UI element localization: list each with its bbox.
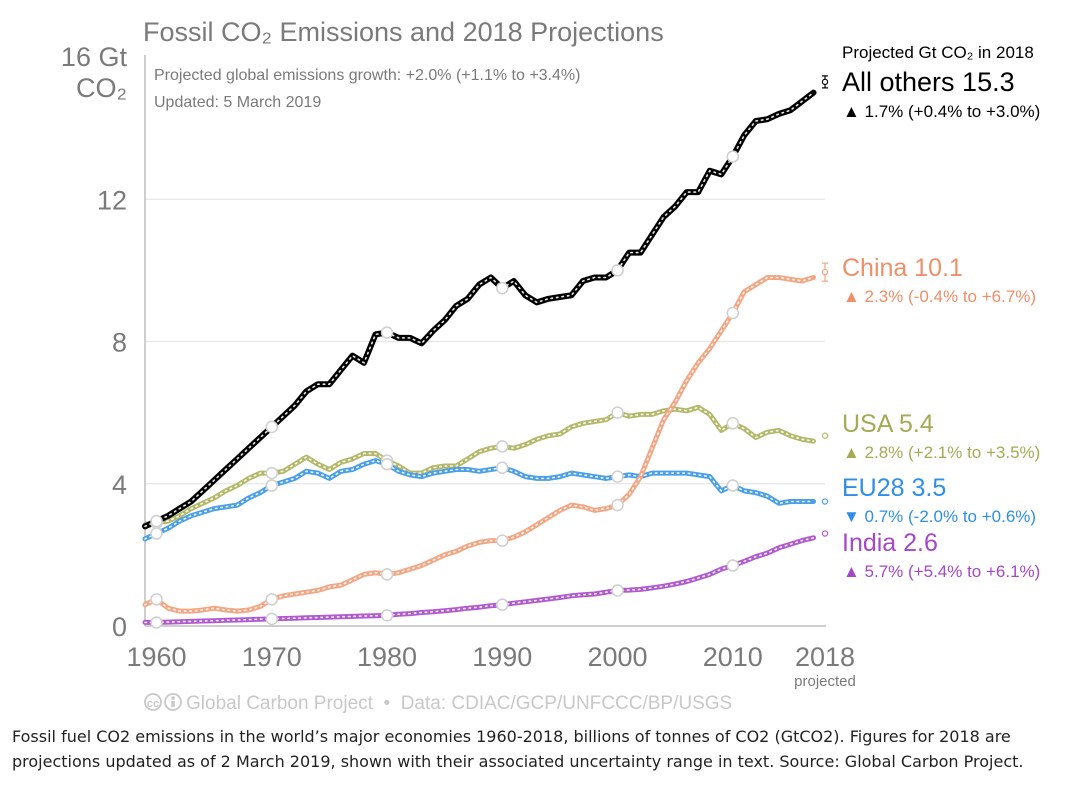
decade-marker	[496, 598, 509, 611]
series-line-dots	[144, 459, 815, 540]
series-line-dots	[144, 276, 815, 612]
series-line	[142, 404, 816, 528]
series-label: China 10.1	[842, 254, 963, 282]
decade-marker	[496, 440, 509, 453]
y-unit-value: 16	[61, 42, 91, 72]
emissions-chart: Fossil CO₂ Emissions and 2018 Projection…	[61, 17, 1040, 714]
decade-marker	[380, 568, 394, 581]
decade-marker	[726, 150, 740, 163]
series-change: ▲ 2.3% (-0.4% to +6.7%)	[843, 287, 1036, 306]
footer-text: Global Carbon Project • Data: CDIAC/GCP/…	[186, 693, 732, 714]
decade-marker	[150, 616, 163, 629]
footer: cc Global Carbon Project • Data: CDIAC/G…	[144, 693, 732, 714]
series-label: USA 5.4	[842, 410, 934, 438]
figure-caption: Fossil fuel CO2 emissions in the world’s…	[12, 727, 1024, 771]
series-change: ▲ 2.8% (+2.1% to +3.5%)	[843, 443, 1040, 462]
y-tick-label: 4	[112, 470, 127, 500]
projection-point	[821, 498, 829, 505]
y-unit-top: 16 Gt	[61, 42, 128, 72]
svg-text:cc: cc	[147, 698, 159, 710]
decade-marker	[726, 306, 740, 320]
projection-point	[821, 78, 829, 86]
series-change: ▲ 1.7% (+0.4% to +3.0%)	[843, 102, 1040, 121]
projection-point	[821, 268, 829, 276]
x-tick-label: 1980	[357, 642, 417, 672]
cc-by-icon: cc	[144, 693, 182, 711]
decade-marker	[265, 420, 279, 434]
x-tick-label: 2000	[588, 642, 648, 672]
decade-marker	[265, 466, 279, 480]
decade-marker	[265, 479, 279, 492]
series-line-dots	[144, 406, 815, 526]
decade-marker	[150, 593, 163, 606]
series-label: India 2.6	[842, 529, 938, 557]
decade-marker	[496, 461, 509, 474]
decade-marker	[726, 479, 740, 492]
y-tick-label: 12	[97, 185, 127, 215]
decade-marker	[611, 584, 624, 597]
series-label: All others 15.3	[842, 67, 1015, 97]
decade-marker	[380, 457, 394, 471]
subtitle-updated: Updated: 5 March 2019	[154, 94, 321, 111]
y-tick-label: 0	[112, 612, 127, 642]
decade-marker	[611, 406, 624, 419]
decade-marker	[380, 326, 394, 339]
decade-marker	[611, 470, 624, 483]
x-tick-label: 2010	[703, 642, 763, 672]
x-tick-label: 1970	[242, 642, 302, 672]
decade-marker	[150, 514, 163, 528]
series-line	[142, 275, 816, 614]
gridlines	[145, 198, 825, 485]
x-tick-labels: 1960 1970 1980 1990 2000 2010 2018	[126, 642, 855, 672]
projection-point	[821, 530, 829, 537]
decade-marker	[611, 264, 624, 277]
series-line-dots	[144, 537, 815, 624]
decade-marker	[380, 609, 394, 622]
decade-markers	[150, 150, 740, 629]
y-unit-co2: CO₂	[76, 73, 127, 103]
decade-marker	[150, 527, 163, 540]
projection-point	[821, 432, 829, 439]
legend-header: Projected Gt CO₂ in 2018	[842, 43, 1034, 62]
series-lines	[142, 89, 817, 625]
series-change: ▲ 5.7% (+5.4% to +6.1%)	[843, 562, 1040, 581]
series-change: ▼ 0.7% (-2.0% to +0.6%)	[843, 507, 1036, 526]
x-tick-label: 2018	[795, 642, 855, 672]
series-line	[142, 89, 817, 530]
decade-marker	[726, 417, 740, 430]
decade-marker	[726, 559, 740, 572]
y-unit-gt: Gt	[98, 42, 127, 72]
decade-marker	[265, 612, 279, 626]
x-tick-note: projected	[794, 673, 856, 690]
projection-markers	[821, 75, 829, 537]
decade-marker	[265, 593, 279, 606]
subtitle-growth: Projected global emissions growth: +2.0%…	[154, 67, 580, 84]
y-tick-label: 8	[112, 328, 127, 358]
decade-marker	[611, 498, 624, 512]
chart-title: Fossil CO₂ Emissions and 2018 Projection…	[143, 17, 664, 47]
series-labels: All others 15.3 ▲ 1.7% (+0.4% to +3.0%) Ch…	[842, 67, 1040, 581]
series-line-dots	[144, 91, 815, 528]
series-line	[142, 458, 816, 542]
x-tick-label: 1960	[126, 642, 186, 672]
y-tick-labels: 0 4 8 12	[97, 185, 127, 642]
x-tick-label: 1990	[472, 642, 532, 672]
decade-marker	[496, 534, 509, 547]
series-label: EU28 3.5	[842, 474, 946, 502]
decade-marker	[496, 281, 509, 295]
